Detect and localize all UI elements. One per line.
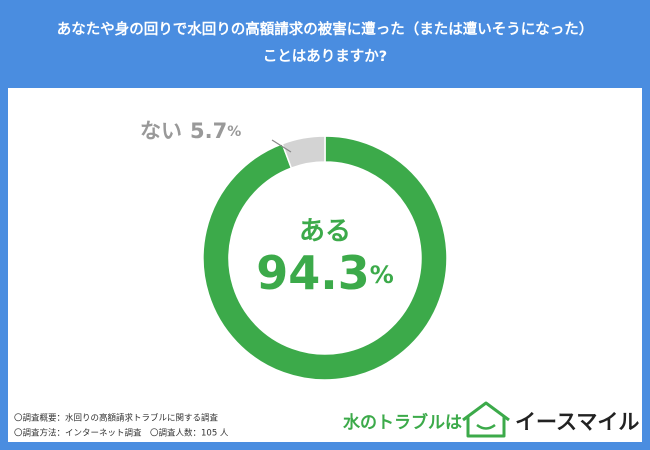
leader-line [271,139,292,153]
value-number: 5.7 [190,119,227,143]
value-unit: % [227,124,241,140]
value-label: 94.3% [256,246,394,300]
value-label: ない 5.7% [140,119,241,143]
category-label: ない [140,119,182,143]
value-number: 94.3 [256,246,370,300]
value-unit: % [370,261,394,289]
footnote: 〇調査方法：インターネット調査 [14,428,142,439]
category-label: ある [299,217,351,247]
chart-title: あなたや身の回りで水回りの高額請求の被害に遭った（または遭いそうになった） [57,20,594,38]
chart-title: ことはありますか? [263,48,387,65]
logo-icon [462,401,510,438]
footnote: 〇調査概要：水回りの高額請求トラブルに関する調査 [14,413,219,424]
donut-segment [202,135,448,381]
donut [202,135,448,381]
donut-segment [281,135,326,170]
logo-brand: イースマイル [515,410,639,434]
logo-tagline: 水のトラブルは [343,412,462,433]
footnote: 〇調査人数：105 人 [150,428,229,439]
